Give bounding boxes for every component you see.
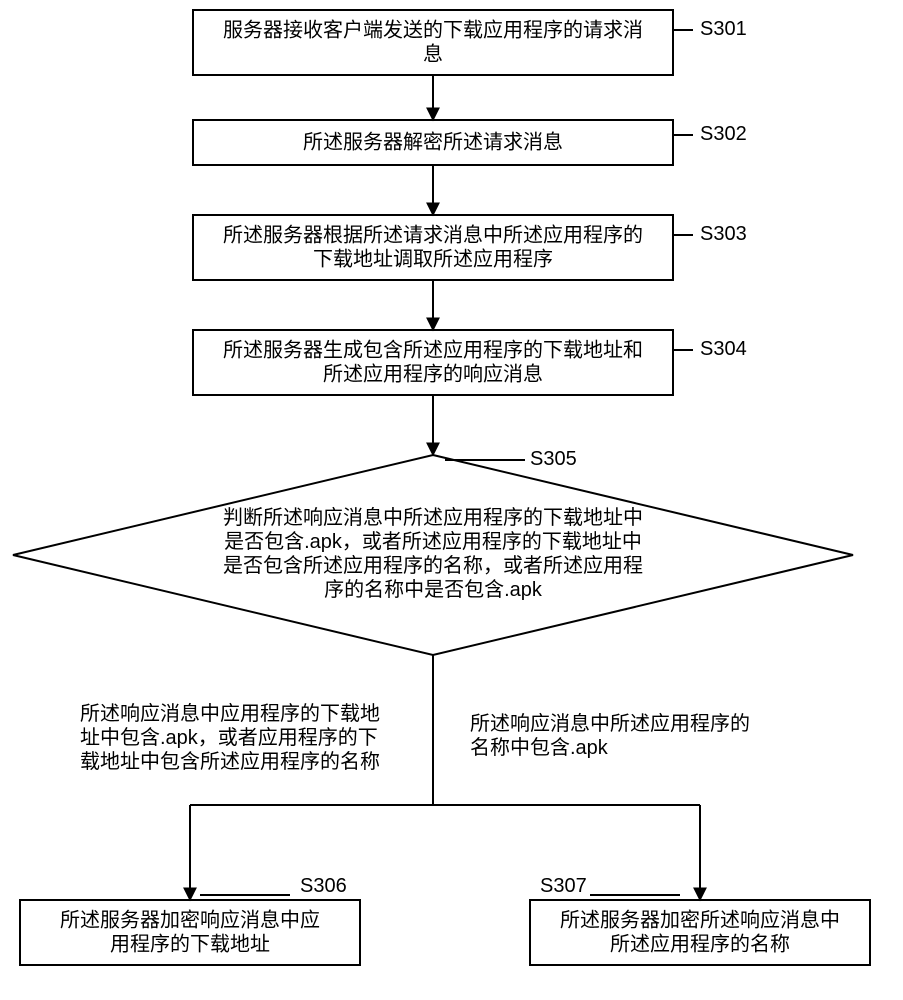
node-s303-text: 所述服务器根据所述请求消息中所述应用程序的 — [223, 224, 643, 247]
node-s304-text: 所述服务器生成包含所述应用程序的下载地址和 — [223, 339, 643, 362]
node-s307-text: 所述服务器加密所述响应消息中 — [560, 909, 840, 932]
node-s301-text: 息 — [423, 43, 443, 66]
label-s303: S303 — [700, 223, 747, 245]
label-s301: S301 — [700, 18, 747, 40]
node-s305-text: 判断所述响应消息中所述应用程序的下载地址中 — [223, 506, 643, 529]
label-s306: S306 — [300, 875, 347, 897]
node-s303-text: 下载地址调取所述应用程序 — [313, 248, 553, 271]
branch-right-text: 所述响应消息中所述应用程序的 — [470, 712, 750, 735]
node-s301-text: 服务器接收客户端发送的下载应用程序的请求消 — [223, 19, 643, 42]
node-s305-text: 是否包含.apk，或者所述应用程序的下载地址中 — [224, 530, 642, 553]
node-s306-text: 所述服务器加密响应消息中应 — [60, 909, 320, 932]
node-s306-text: 用程序的下载地址 — [110, 933, 270, 956]
branch-right-text: 名称中包含.apk — [470, 736, 609, 759]
label-s307: S307 — [540, 875, 587, 897]
label-s302: S302 — [700, 123, 747, 145]
label-s304: S304 — [700, 338, 747, 360]
branch-left-text: 载地址中包含所述应用程序的名称 — [80, 750, 380, 773]
node-s304-text: 所述应用程序的响应消息 — [323, 363, 543, 386]
branch-left-text: 所述响应消息中应用程序的下载地 — [80, 702, 380, 725]
label-s305: S305 — [530, 448, 577, 470]
node-s302-text: 所述服务器解密所述请求消息 — [303, 131, 563, 154]
node-s305-text: 序的名称中是否包含.apk — [324, 578, 543, 601]
node-s307-text: 所述应用程序的名称 — [610, 933, 790, 956]
branch-left-text: 址中包含.apk，或者应用程序的下 — [80, 726, 378, 749]
node-s305-text: 是否包含所述应用程序的名称，或者所述应用程 — [223, 554, 643, 577]
